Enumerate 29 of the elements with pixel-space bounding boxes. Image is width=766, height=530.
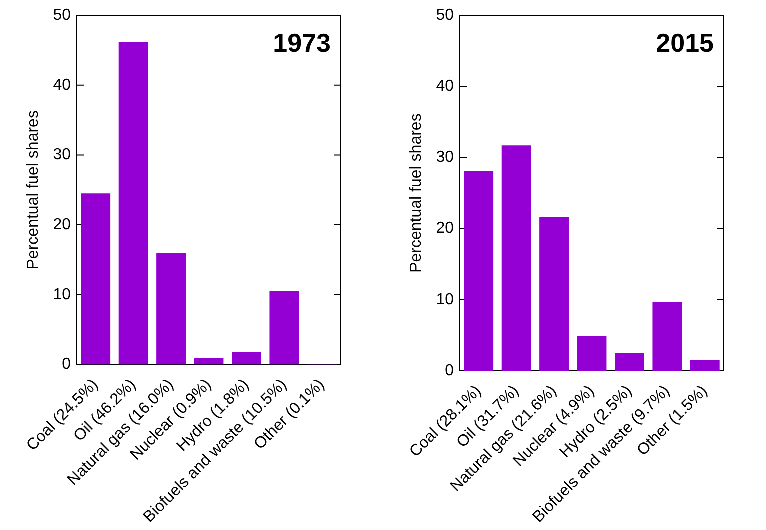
bar — [690, 360, 720, 371]
y-axis-title: Percentual fuel shares — [25, 110, 42, 270]
y-tick-label: 20 — [53, 216, 72, 234]
bar — [232, 352, 262, 365]
bar — [502, 146, 532, 371]
y-tick-label: 50 — [53, 7, 72, 24]
y-tick-label: 0 — [62, 356, 72, 374]
y-axis-title: Percentual fuel shares — [408, 114, 426, 273]
bar — [652, 302, 682, 371]
bar — [577, 336, 607, 371]
bar — [81, 194, 111, 365]
bar — [118, 42, 148, 365]
bar — [464, 171, 494, 371]
y-tick-label: 50 — [436, 7, 454, 24]
y-tick-label: 30 — [53, 146, 72, 164]
bar — [270, 291, 300, 365]
bar — [615, 353, 644, 371]
y-tick-label: 10 — [436, 291, 454, 308]
y-tick-label: 40 — [436, 78, 454, 96]
y-tick-label: 10 — [53, 286, 72, 304]
y-tick-label: 0 — [445, 362, 454, 380]
y-tick-label: 20 — [436, 220, 454, 238]
bar — [194, 358, 224, 365]
bar — [156, 252, 186, 365]
y-tick-label: 40 — [53, 76, 72, 94]
bar — [540, 217, 569, 371]
y-tick-label: 30 — [436, 149, 454, 166]
text: 2015 — [656, 28, 714, 58]
text: 1973 — [273, 28, 331, 58]
